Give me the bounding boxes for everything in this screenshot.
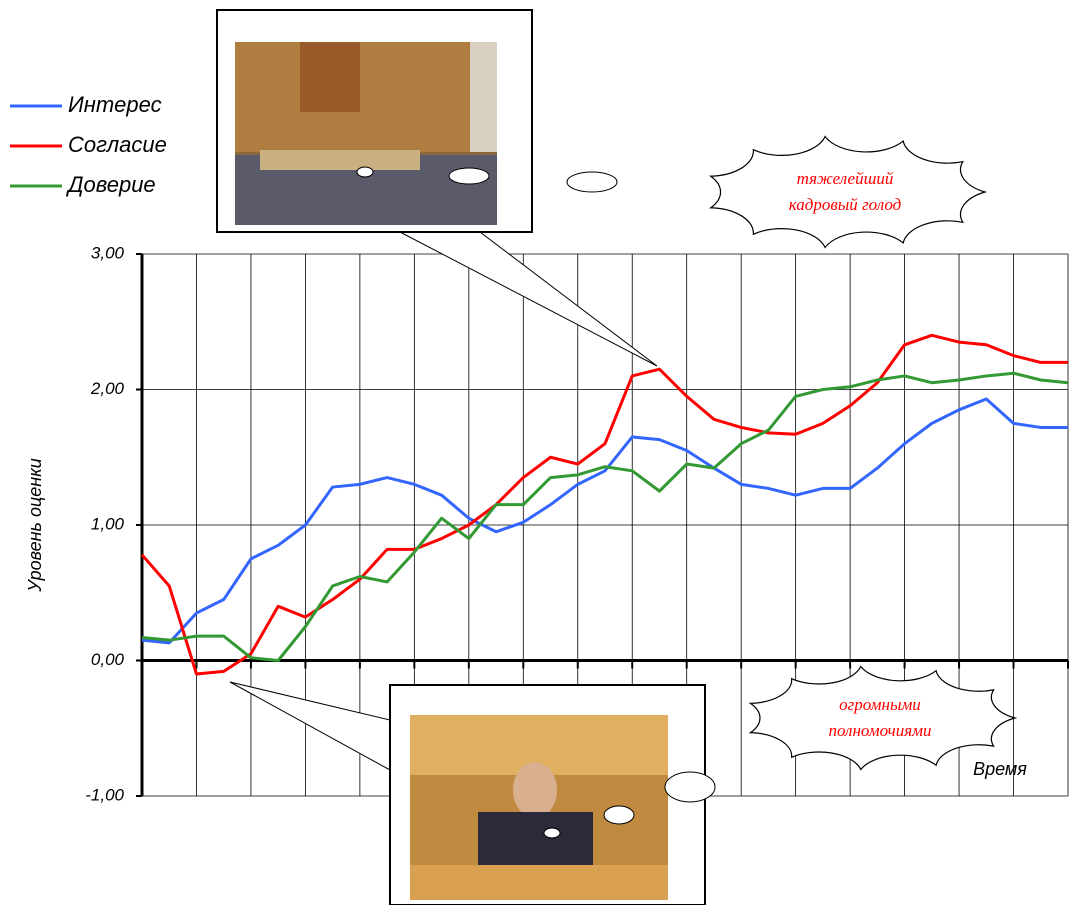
cloud (708, 135, 988, 249)
series-line (141, 371, 1069, 662)
x-axis-label: Время (973, 759, 1027, 779)
annotation-text: полномочиями (828, 721, 931, 740)
y-axis-label: Уровень оценки (25, 458, 45, 592)
legend-label: Интерес (68, 92, 162, 117)
cloud (748, 665, 1018, 771)
series-line (141, 397, 1068, 645)
series-line (140, 333, 1068, 676)
legend-label: Согласие (68, 132, 167, 157)
annotations: тяжелейший кадровый голод огромными полномо… (789, 169, 932, 740)
callout-image-top (216, 9, 658, 367)
y-tick-label: 3,00 (91, 243, 125, 262)
thought-bubble (566, 171, 618, 193)
thought-bubble (664, 771, 716, 803)
annotation-text: кадровый голод (789, 195, 902, 214)
y-tick-label: 0,00 (91, 650, 125, 669)
plot (140, 333, 1069, 676)
callout-image-bottom (229, 681, 706, 906)
y-tick-label: 1,00 (91, 514, 125, 533)
annotation-text: огромными (839, 695, 921, 714)
annotation-text: тяжелейший (797, 169, 894, 188)
y-tick-label: -1,00 (85, 785, 124, 804)
legend-label: Доверие (65, 172, 156, 197)
y-tick-label: 2,00 (90, 379, 125, 398)
legend: Интерес Согласие Доверие (10, 92, 167, 197)
